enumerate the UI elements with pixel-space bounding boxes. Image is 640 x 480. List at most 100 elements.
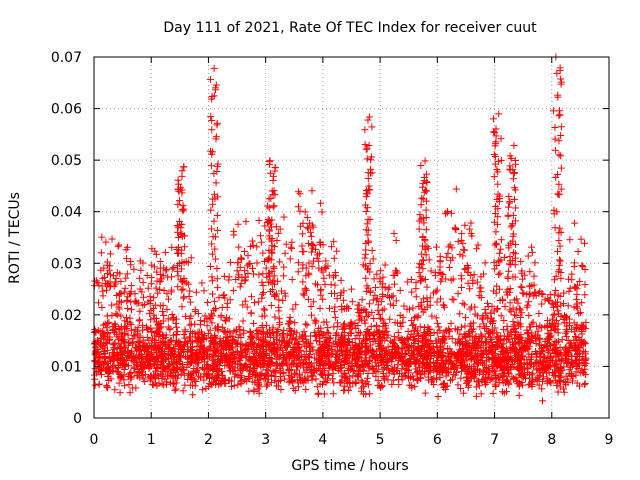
data-point bbox=[213, 179, 220, 186]
data-point bbox=[481, 325, 488, 332]
data-point bbox=[467, 220, 474, 227]
data-point bbox=[566, 236, 573, 243]
data-point bbox=[469, 280, 476, 287]
data-point bbox=[204, 299, 211, 306]
data-point bbox=[338, 277, 345, 284]
data-point bbox=[329, 375, 336, 382]
data-point bbox=[550, 312, 557, 319]
data-point bbox=[263, 383, 270, 390]
data-point bbox=[506, 166, 513, 173]
data-point bbox=[422, 390, 429, 397]
x-tick-label: 5 bbox=[376, 432, 385, 448]
data-point bbox=[287, 255, 294, 262]
data-point bbox=[556, 262, 563, 269]
data-point bbox=[562, 330, 569, 337]
data-point bbox=[109, 236, 116, 243]
data-point bbox=[496, 270, 503, 277]
data-point bbox=[391, 281, 398, 288]
data-point bbox=[422, 157, 429, 164]
data-point bbox=[492, 228, 499, 235]
data-point bbox=[189, 391, 196, 398]
data-point bbox=[440, 302, 447, 309]
data-point bbox=[505, 204, 512, 211]
data-point bbox=[494, 181, 501, 188]
y-tick-label: 0.01 bbox=[51, 359, 82, 375]
data-point bbox=[460, 246, 467, 253]
data-point bbox=[193, 289, 200, 296]
data-point bbox=[423, 226, 430, 233]
data-point bbox=[491, 129, 498, 136]
data-point bbox=[270, 263, 277, 270]
x-tick-label: 6 bbox=[433, 432, 442, 448]
data-point bbox=[244, 252, 251, 259]
data-point bbox=[308, 377, 315, 384]
data-point bbox=[115, 243, 122, 250]
data-point bbox=[333, 248, 340, 255]
data-point bbox=[505, 212, 512, 219]
data-point bbox=[582, 281, 589, 288]
data-point bbox=[320, 275, 327, 282]
data-point bbox=[157, 258, 164, 265]
data-point bbox=[375, 307, 382, 314]
data-point bbox=[362, 275, 369, 282]
data-point bbox=[179, 206, 186, 213]
data-point bbox=[377, 315, 384, 322]
data-point bbox=[299, 278, 306, 285]
data-point bbox=[411, 383, 418, 390]
data-point bbox=[276, 258, 283, 265]
data-point bbox=[260, 282, 267, 289]
x-tick-labels: 0123456789 bbox=[90, 432, 614, 448]
data-point bbox=[266, 195, 273, 202]
data-point bbox=[459, 300, 466, 307]
data-point bbox=[250, 320, 257, 327]
data-point bbox=[555, 338, 562, 345]
data-point bbox=[492, 382, 499, 389]
data-point bbox=[248, 309, 255, 316]
data-point bbox=[181, 293, 188, 300]
data-point bbox=[526, 268, 533, 275]
data-point bbox=[165, 296, 172, 303]
data-point bbox=[153, 251, 160, 258]
data-point bbox=[211, 298, 218, 305]
data-point bbox=[498, 236, 505, 243]
data-point bbox=[95, 299, 102, 306]
data-point bbox=[370, 255, 377, 262]
data-point bbox=[326, 272, 333, 279]
data-point bbox=[506, 261, 513, 268]
data-point bbox=[213, 265, 220, 272]
data-point bbox=[434, 299, 441, 306]
data-point bbox=[301, 328, 308, 335]
data-point bbox=[153, 285, 160, 292]
data-point bbox=[178, 303, 185, 310]
data-point bbox=[186, 322, 193, 329]
data-point bbox=[426, 256, 433, 263]
data-point bbox=[91, 376, 98, 383]
data-point bbox=[538, 300, 545, 307]
data-point bbox=[366, 300, 373, 307]
data-point bbox=[425, 377, 432, 384]
data-point bbox=[321, 391, 328, 398]
data-point bbox=[255, 298, 262, 305]
data-point bbox=[391, 230, 398, 237]
data-point bbox=[390, 292, 397, 299]
data-point bbox=[393, 237, 400, 244]
data-point bbox=[275, 307, 282, 314]
data-point bbox=[479, 316, 486, 323]
data-point bbox=[136, 308, 143, 315]
data-point bbox=[581, 240, 588, 247]
data-point bbox=[234, 267, 241, 274]
data-point bbox=[108, 302, 115, 309]
chart-title: Day 111 of 2021, Rate Of TEC Index for r… bbox=[163, 20, 537, 36]
data-point bbox=[348, 286, 355, 293]
data-point bbox=[207, 207, 214, 214]
x-axis-label: GPS time / hours bbox=[291, 458, 408, 474]
data-point bbox=[130, 266, 137, 273]
data-point bbox=[197, 317, 204, 324]
data-point bbox=[248, 293, 255, 300]
data-point bbox=[299, 230, 306, 237]
data-point bbox=[526, 282, 533, 289]
data-point bbox=[302, 386, 309, 393]
data-point bbox=[260, 289, 267, 296]
data-point bbox=[137, 267, 144, 274]
data-point bbox=[452, 225, 459, 232]
